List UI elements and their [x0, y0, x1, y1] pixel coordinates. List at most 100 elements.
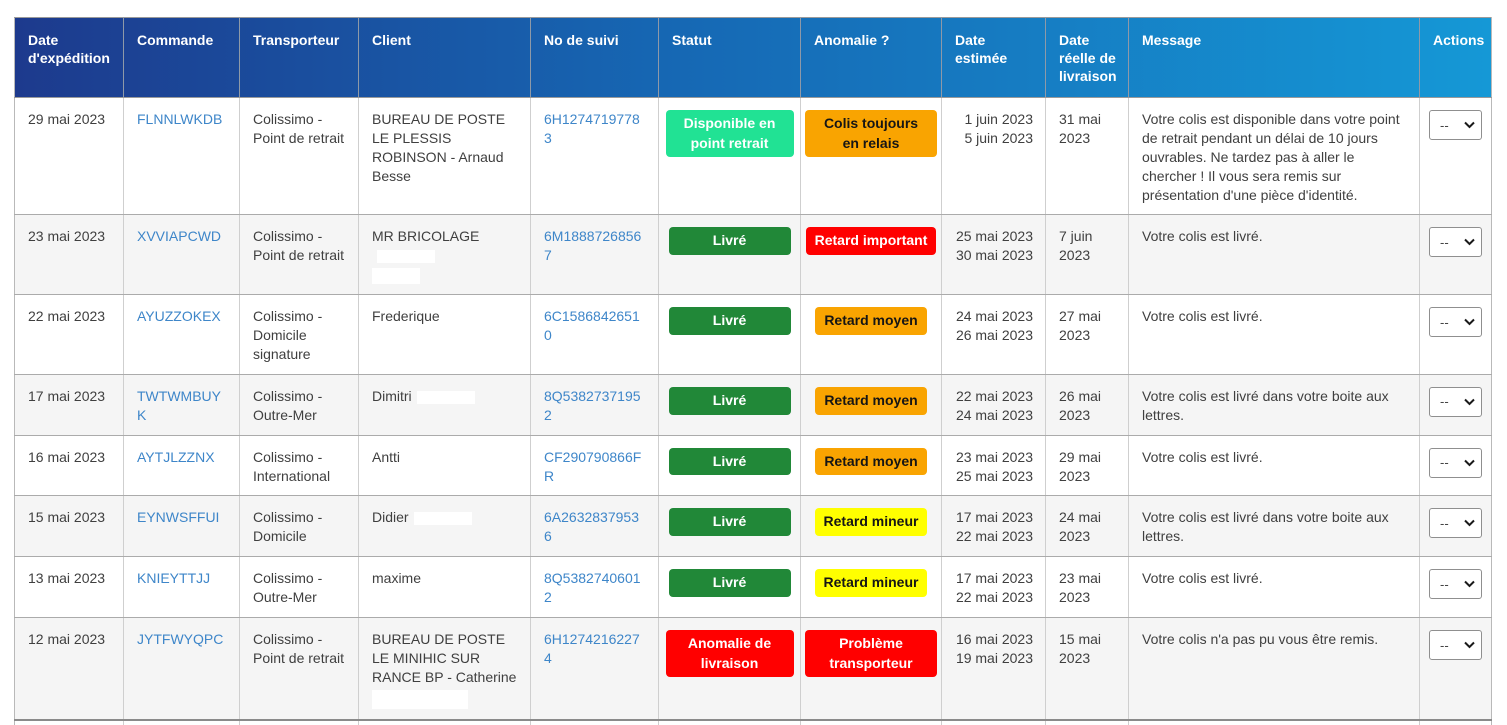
anomaly-cell: Colis toujours en relais	[800, 97, 942, 216]
redaction-box	[372, 689, 468, 709]
partial-next-row-cell	[1045, 719, 1129, 725]
carrier-cell: Colissimo - Point de retrait	[239, 97, 359, 216]
message-cell: Votre colis est disponible dans votre po…	[1128, 97, 1420, 216]
actions-select[interactable]: --	[1429, 386, 1482, 417]
column-header-date-reelle: Date réelle de livraison	[1045, 17, 1129, 98]
message-cell: Votre colis est livré dans votre boite a…	[1128, 374, 1420, 436]
client-name: Antti	[372, 448, 401, 465]
client-cell: BUREAU DE POSTE LE MINIHIC SUR RANCE BP …	[358, 617, 531, 721]
order-link[interactable]: KNIEYTTJJ	[137, 570, 211, 587]
tracking-link[interactable]: 6M18887268567	[544, 228, 642, 264]
column-header-date-expedition: Date d'expédition	[14, 17, 124, 98]
client-name: BUREAU DE POSTE LE MINIHIC SUR RANCE BP …	[372, 631, 517, 685]
column-header-no-suivi: No de suivi	[530, 17, 659, 98]
client-name: BUREAU DE POSTE LE PLESSIS ROBINSON - Ar…	[372, 111, 506, 184]
actions-select[interactable]: --	[1429, 307, 1482, 338]
estimated-date-cell: 16 mai 2023 19 mai 2023	[941, 617, 1046, 721]
expedition-date-cell: 29 mai 2023	[14, 97, 124, 216]
partial-next-row-cell	[1128, 719, 1420, 725]
tracking-link[interactable]: 6C15868426510	[544, 308, 640, 344]
order-cell: KNIEYTTJJ	[123, 556, 240, 619]
order-link[interactable]: AYUZZOKEX	[137, 308, 221, 325]
partial-next-row-cell	[239, 719, 359, 725]
tracking-cell: 6M18887268567	[530, 214, 659, 296]
client-cell: Frederique	[358, 294, 531, 375]
partial-next-row-cell	[15, 720, 124, 725]
carrier-cell: Colissimo - Outre-Mer	[239, 556, 359, 619]
estimated-date-cell: 1 juin 2023 5 juin 2023	[941, 97, 1046, 216]
actions-cell: --	[1419, 617, 1492, 721]
table-header: Date d'expédition Commande Transporteur Cli…	[14, 17, 1492, 98]
client-cell: maxime	[358, 556, 531, 619]
actions-select-wrap: --	[1429, 630, 1482, 661]
tracking-link[interactable]: 8Q53827406012	[544, 570, 641, 606]
column-header-anomalie: Anomalie ?	[800, 17, 942, 98]
expedition-date-cell: 16 mai 2023	[14, 435, 124, 497]
actual-date-cell: 26 mai 2023	[1045, 374, 1129, 436]
actions-select-wrap: --	[1429, 508, 1482, 539]
actions-select[interactable]: --	[1429, 569, 1482, 600]
actions-cell: --	[1419, 374, 1492, 436]
order-link[interactable]: AYTJLZZNX	[137, 448, 215, 465]
actions-cell: --	[1419, 495, 1492, 558]
estimated-date-cell: 23 mai 2023 25 mai 2023	[941, 435, 1046, 497]
expedition-date-cell: 13 mai 2023	[14, 556, 124, 619]
actions-select[interactable]: --	[1429, 447, 1482, 478]
tracking-link[interactable]: 8Q53827371952	[544, 387, 641, 423]
order-link[interactable]: FLNNLWKDB	[137, 111, 223, 127]
estimated-date-cell: 25 mai 2023 30 mai 2023	[941, 214, 1046, 296]
carrier-cell: Colissimo - Point de retrait	[239, 214, 359, 296]
client-name: Dimitri	[372, 387, 412, 404]
actions-cell: --	[1419, 556, 1492, 619]
client-name: MR BRICOLAGE	[372, 228, 480, 245]
tracking-cell: CF290790866FR	[530, 435, 659, 497]
message-cell: Votre colis est livré.	[1128, 556, 1420, 619]
anomaly-cell: Retard moyen	[800, 294, 942, 375]
column-header-statut: Statut	[658, 17, 801, 98]
actions-select[interactable]: --	[1429, 630, 1482, 661]
client-name: Didier	[372, 509, 409, 526]
message-cell: Votre colis est livré.	[1128, 294, 1420, 375]
redaction-box	[377, 250, 435, 264]
order-link[interactable]: EYNWSFFUI	[137, 509, 220, 526]
partial-next-row-cell	[800, 719, 942, 725]
tracking-link[interactable]: 6H12747197783	[544, 111, 640, 146]
partial-next-row-cell	[358, 719, 531, 725]
table-row: 29 mai 2023 FLNNLWKDB Colissimo - Point de…	[14, 97, 1492, 216]
status-badge: Livré	[668, 227, 791, 256]
carrier-cell: Colissimo - Domicile	[239, 495, 359, 558]
actual-date-cell: 29 mai 2023	[1045, 435, 1129, 497]
actions-select[interactable]: --	[1429, 508, 1482, 539]
anomaly-cell: Problème transporteur	[800, 617, 942, 721]
tracking-cell: 6H12742162274	[530, 617, 659, 721]
column-header-actions: Actions	[1419, 17, 1492, 98]
expedition-date-cell: 17 mai 2023	[14, 374, 124, 436]
actions-select[interactable]: --	[1429, 110, 1482, 140]
client-name: Frederique	[372, 308, 440, 325]
actions-cell: --	[1419, 435, 1492, 497]
order-link[interactable]: XVVIAPCWD	[137, 228, 222, 245]
anomaly-cell: Retard moyen	[800, 435, 942, 497]
actions-cell: --	[1419, 294, 1492, 375]
anomaly-badge: Retard mineur	[814, 508, 928, 537]
partial-next-row-cell	[941, 719, 1046, 725]
table-row: 13 mai 2023 KNIEYTTJJ Colissimo - Outre-Me…	[14, 556, 1492, 619]
order-link[interactable]: JYTFWYQPC	[137, 631, 224, 648]
table-row: 16 mai 2023 AYTJLZZNX Colissimo - Internat…	[14, 435, 1492, 497]
table-row: 12 mai 2023 JYTFWYQPC Colissimo - Point de…	[14, 617, 1492, 721]
tracking-link[interactable]: CF290790866FR	[544, 448, 642, 484]
status-cell: Livré	[658, 495, 801, 558]
carrier-cell: Colissimo - Outre-Mer	[239, 374, 359, 436]
table-row: 22 mai 2023 AYUZZOKEX Colissimo - Domicile…	[14, 294, 1492, 375]
column-header-date-estimee: Date estimée	[941, 17, 1046, 98]
message-cell: Votre colis n'a pas pu vous être remis.	[1128, 617, 1420, 721]
client-cell: Antti	[358, 435, 531, 497]
order-link[interactable]: TWTWMBUYK	[137, 387, 221, 423]
actual-date-cell: 23 mai 2023	[1045, 556, 1129, 619]
actual-date-cell: 27 mai 2023	[1045, 294, 1129, 375]
column-header-message: Message	[1128, 17, 1420, 98]
actions-select[interactable]: --	[1429, 227, 1482, 258]
column-header-client: Client	[358, 17, 531, 98]
tracking-link[interactable]: 6H12742162274	[544, 631, 640, 666]
tracking-link[interactable]: 6A26328379536	[544, 509, 639, 545]
